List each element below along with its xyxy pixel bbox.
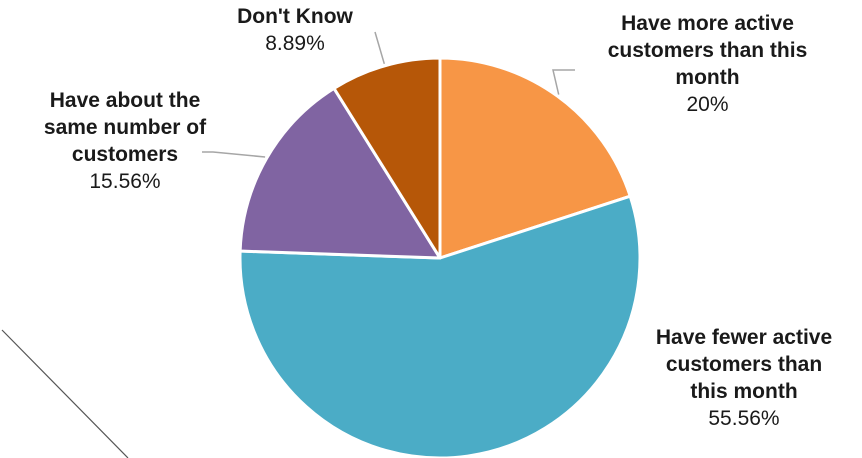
slice-fewer-active [238,194,642,458]
decorative-diagonal-line [1,329,129,458]
label-more-active-line1: Have more active [621,12,794,35]
leader-lines [202,31,575,158]
label-more-active-value: 20% [686,93,729,116]
label-dont-know: Don't Know 8.89% [200,3,390,57]
label-fewer-active: Have fewer active customers than this mo… [628,324,860,432]
slice-dont-know [332,56,442,260]
leader-line-dont-know [374,31,386,65]
label-fewer-active-line3: this month [690,380,798,403]
label-same-number-value: 15.56% [89,170,161,193]
label-fewer-active-value: 55.56% [708,407,780,430]
label-dont-know-line1: Don't Know [237,5,353,28]
label-same-number-line1: Have about the [49,89,201,112]
slice-more-active [438,56,632,260]
pie-slices [238,56,642,458]
label-dont-know-value: 8.89% [265,32,325,55]
label-more-active: Have more active customers than this mon… [570,10,845,118]
label-fewer-active-line1: Have fewer active [655,326,833,349]
label-same-number-line2: same number of [43,116,207,139]
label-more-active-line3: month [675,66,740,89]
label-same-number: Have about the same number of customers … [5,87,245,195]
label-same-number-line3: customers [71,143,179,166]
leader-line-same-number [202,151,266,158]
leader-line-more-active [552,69,575,95]
label-more-active-line2: customers than this [607,39,808,62]
label-fewer-active-line2: customers than [665,353,823,376]
slice-same-number [238,86,442,260]
